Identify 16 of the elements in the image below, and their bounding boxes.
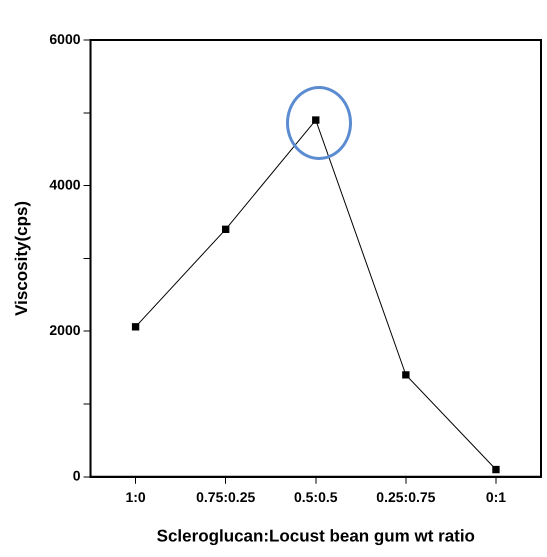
y-tick-label: 4000 (49, 176, 81, 192)
point (492, 466, 500, 474)
x-tick-label: 0.75:0.25 (196, 489, 256, 506)
point (222, 226, 230, 233)
y-tick-label: 2000 (49, 322, 81, 338)
y-tick-label: 6000 (49, 30, 81, 47)
y-tick-label: 0 (72, 468, 81, 484)
x-tick-label: 0:1 (486, 489, 506, 506)
point (312, 116, 320, 124)
y-axis-title: Viscosity(cps) (12, 200, 31, 316)
x-tick-label: 0.25:0.75 (376, 489, 436, 506)
x-tick-label: 1:0 (125, 489, 146, 506)
x-tick-label: 0.5:0.5 (294, 489, 338, 506)
point (132, 323, 140, 331)
x-axis-title: Scleroglucan:Locust bean gum wt ratio (156, 526, 475, 546)
point (402, 371, 410, 379)
